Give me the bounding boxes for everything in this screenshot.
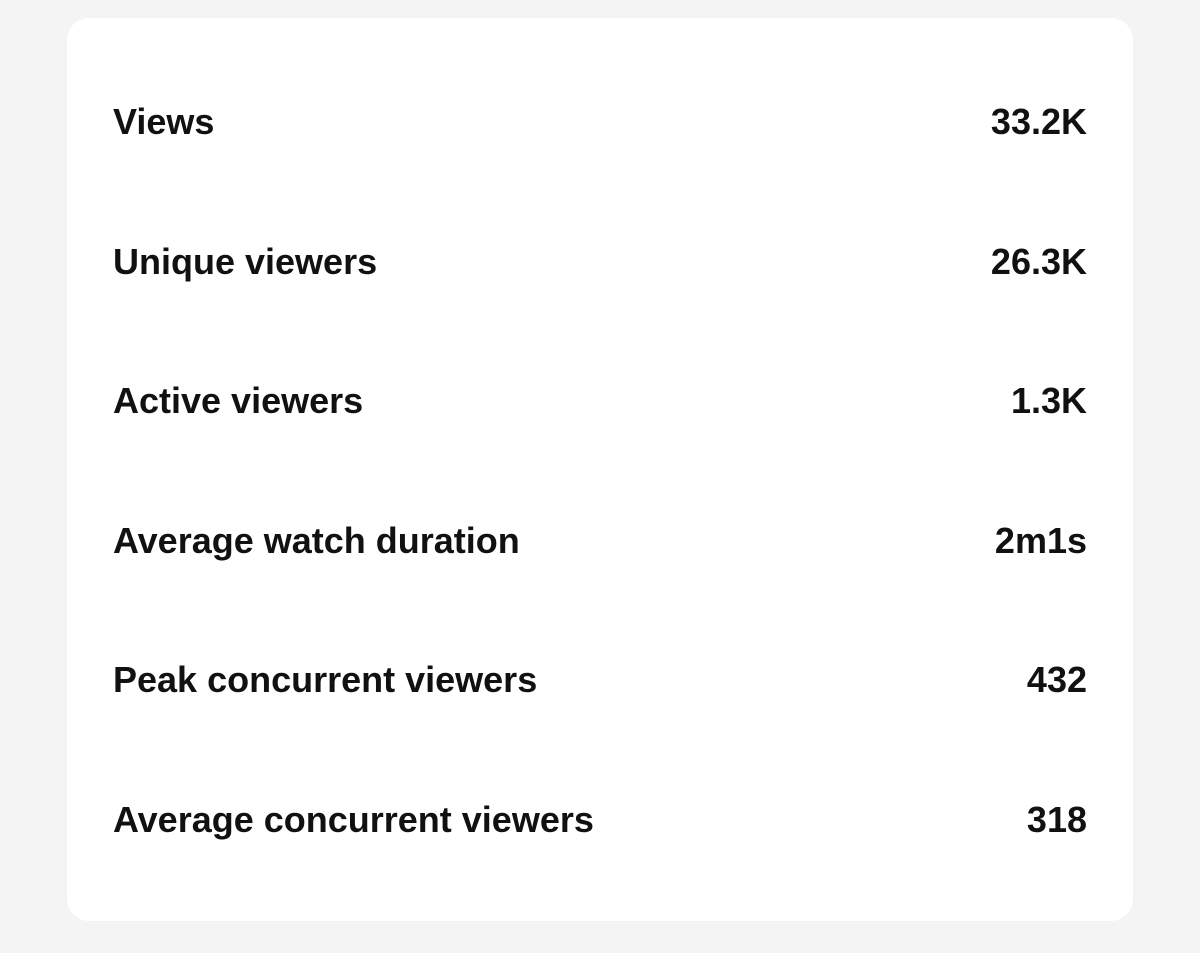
stat-value: 432	[1026, 659, 1087, 700]
stat-value: 33.2K	[990, 101, 1087, 142]
stat-row: Peak concurrent viewers 432	[113, 650, 1087, 710]
stat-row: Average watch duration 2m1s	[113, 511, 1087, 571]
stat-row: Unique viewers 26.3K	[113, 232, 1087, 292]
stat-label: Active viewers	[113, 380, 364, 421]
stat-label: Average concurrent viewers	[113, 798, 594, 840]
stat-value: 26.3K	[990, 240, 1087, 282]
stat-value: 318	[1026, 798, 1087, 840]
stat-label: Peak concurrent viewers	[113, 659, 538, 700]
stat-value: 1.3K	[1010, 380, 1087, 421]
stat-label: Unique viewers	[113, 240, 378, 282]
stat-label: Average watch duration	[113, 519, 520, 561]
stat-row: Average concurrent viewers 318	[113, 790, 1087, 850]
stat-value: 2m1s	[994, 519, 1087, 561]
stat-label: Views	[113, 101, 215, 142]
stats-card: Views 33.2K Unique viewers 26.3K Active view…	[67, 18, 1133, 921]
stat-row: Views 33.2K	[113, 92, 1087, 152]
stat-row: Active viewers 1.3K	[113, 371, 1087, 431]
